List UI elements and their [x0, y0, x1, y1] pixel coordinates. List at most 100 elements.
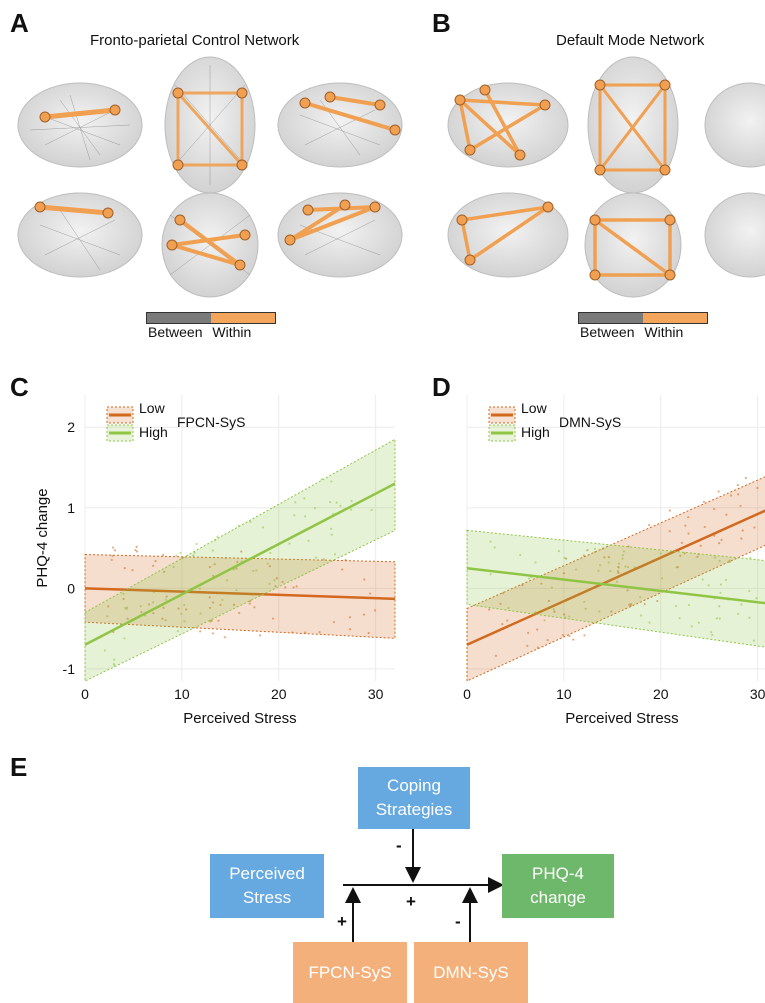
data-point — [176, 630, 179, 633]
data-point — [583, 634, 586, 637]
data-point — [643, 602, 646, 606]
data-point — [111, 554, 114, 558]
data-point — [718, 605, 721, 608]
data-point — [217, 619, 220, 622]
data-point — [123, 567, 126, 570]
data-point — [208, 596, 211, 599]
data-point — [122, 597, 125, 601]
data-point — [489, 573, 492, 576]
data-point — [718, 559, 721, 562]
data-point — [617, 566, 620, 569]
data-point — [335, 501, 338, 504]
data-point — [622, 550, 626, 553]
regression-line-low — [84, 587, 396, 601]
data-point — [367, 631, 370, 635]
data-point — [534, 561, 537, 564]
data-point — [139, 605, 142, 608]
data-point — [293, 514, 296, 517]
regression-line-high — [466, 566, 765, 605]
mediation-arrows — [343, 828, 504, 942]
panel-b-title: Default Mode Network — [556, 32, 705, 49]
data-point — [720, 538, 723, 542]
data-point — [281, 580, 284, 584]
data-point — [339, 504, 342, 507]
data-point — [199, 630, 202, 633]
brain-b-1 — [447, 82, 569, 168]
data-point — [687, 603, 691, 607]
data-point — [540, 582, 543, 585]
panel-a-letter: A — [10, 8, 29, 38]
perceived-stress-box: Perceived Stress — [210, 854, 324, 918]
legend-label-low: Low — [521, 400, 548, 416]
data-point — [598, 610, 601, 613]
data-point — [368, 592, 372, 595]
data-point — [618, 562, 621, 565]
data-point — [744, 476, 747, 480]
data-point — [238, 611, 241, 615]
data-point — [236, 560, 239, 564]
data-point — [261, 526, 265, 529]
data-point — [499, 602, 502, 605]
data-point — [225, 579, 229, 582]
data-point — [624, 565, 627, 568]
data-point — [370, 508, 373, 512]
data-point — [362, 613, 366, 616]
between-label: Between — [580, 324, 635, 340]
data-point — [113, 658, 116, 661]
ci-band-high — [84, 438, 396, 682]
data-point — [718, 542, 721, 545]
data-point — [713, 507, 716, 511]
data-point — [110, 558, 113, 562]
x-tick-label: 0 — [463, 686, 471, 702]
data-point — [755, 597, 758, 600]
data-point — [748, 589, 751, 593]
legend-title: FPCN-SyS — [177, 414, 245, 430]
data-point — [255, 569, 258, 572]
data-point — [626, 589, 629, 592]
data-point — [749, 556, 752, 559]
data-point — [122, 592, 125, 595]
within-swatch — [643, 313, 707, 323]
data-point — [494, 654, 498, 657]
data-point — [211, 632, 215, 635]
data-point — [707, 584, 710, 587]
data-point — [737, 612, 740, 615]
data-point — [304, 515, 307, 518]
data-point — [131, 569, 134, 572]
data-point — [607, 556, 611, 559]
data-point — [710, 631, 713, 634]
data-point — [543, 619, 546, 622]
data-point — [584, 607, 587, 610]
data-point — [185, 608, 188, 611]
data-point — [348, 628, 352, 631]
data-point — [161, 617, 164, 620]
data-point — [756, 486, 759, 490]
data-point — [235, 588, 238, 592]
data-point — [179, 551, 182, 554]
data-point — [546, 638, 549, 642]
data-point — [292, 586, 295, 589]
data-point — [134, 548, 137, 552]
data-point — [318, 631, 321, 634]
legend-label-high: High — [139, 424, 168, 440]
data-point — [583, 600, 586, 604]
data-point — [609, 569, 612, 573]
data-point — [719, 591, 722, 594]
data-point — [597, 569, 600, 572]
within-label: Within — [212, 324, 252, 340]
data-point — [730, 494, 733, 497]
data-point — [183, 603, 186, 607]
data-point — [547, 599, 550, 603]
data-point — [562, 572, 566, 575]
x-tick-label: 30 — [750, 686, 765, 702]
data-point — [728, 559, 731, 562]
data-point — [240, 550, 243, 553]
data-point — [330, 527, 333, 530]
data-point — [348, 616, 352, 619]
data-point — [209, 619, 212, 622]
data-point — [553, 610, 556, 613]
data-point — [111, 546, 115, 549]
regression-line-high — [84, 482, 396, 646]
data-point — [679, 554, 682, 557]
data-point — [718, 617, 721, 620]
